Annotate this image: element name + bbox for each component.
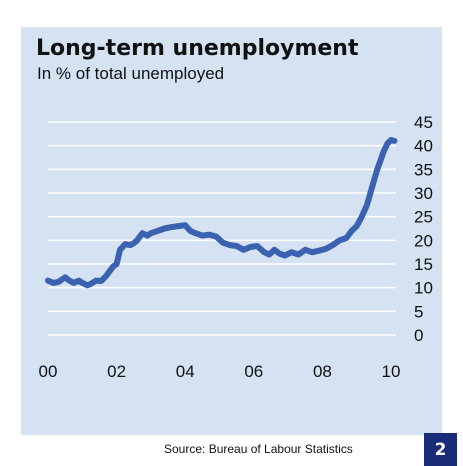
- data-point: [98, 278, 104, 284]
- data-point: [182, 222, 188, 228]
- y-tick-label: 40: [414, 137, 433, 156]
- data-point: [234, 243, 240, 249]
- data-point: [134, 237, 140, 243]
- data-point: [349, 228, 355, 234]
- data-point: [139, 230, 145, 236]
- data-point: [155, 228, 161, 234]
- y-tick-label: 5: [414, 302, 423, 321]
- x-tick-label: 04: [176, 362, 195, 381]
- data-point: [107, 268, 113, 274]
- data-point: [93, 278, 99, 284]
- data-point: [103, 273, 109, 279]
- data-point: [240, 247, 247, 253]
- data-point: [71, 280, 77, 286]
- y-tick-label: 10: [414, 279, 433, 298]
- data-point: [122, 241, 128, 247]
- data-point: [175, 223, 181, 229]
- data-point: [271, 247, 277, 253]
- data-point: [261, 249, 267, 255]
- data-point: [220, 240, 226, 246]
- data-point: [276, 251, 283, 257]
- data-point: [330, 242, 336, 248]
- data-point: [266, 251, 272, 258]
- gridlines: [48, 121, 396, 336]
- data-point: [385, 140, 391, 146]
- data-point: [88, 281, 94, 287]
- x-tick-label: 00: [39, 362, 58, 381]
- data-point: [117, 247, 123, 253]
- data-point: [206, 232, 212, 238]
- source-note: Source: Bureau of Labour Statistics: [164, 442, 353, 456]
- chart-panel: [21, 27, 442, 435]
- data-point: [45, 278, 51, 284]
- data-point: [302, 247, 308, 253]
- data-point: [374, 166, 380, 172]
- y-tick-label: 35: [414, 160, 433, 179]
- y-tick-label: 20: [414, 231, 433, 250]
- data-point: [247, 244, 253, 250]
- data-point: [354, 223, 360, 229]
- page-number-badge: 2: [424, 433, 457, 466]
- data-point: [309, 249, 315, 255]
- data-point: [79, 280, 85, 286]
- data-point: [371, 178, 377, 184]
- data-point: [199, 233, 205, 239]
- data-point: [391, 138, 397, 144]
- y-tick-label: 15: [414, 255, 433, 274]
- data-point: [381, 147, 387, 153]
- data-point: [131, 240, 137, 246]
- data-point: [337, 237, 343, 243]
- x-tick-label: 02: [107, 362, 126, 381]
- data-point: [295, 251, 301, 258]
- chart-title: Long-term unemployment: [36, 36, 359, 61]
- data-point: [55, 279, 61, 285]
- data-point: [213, 233, 219, 240]
- data-point: [282, 252, 288, 259]
- data-point: [162, 225, 168, 232]
- x-axis-ticks: 00 02 04 06 08 10: [39, 362, 401, 381]
- x-tick-label: 06: [244, 362, 263, 381]
- y-tick-label: 30: [414, 184, 433, 203]
- x-tick-label: 08: [313, 362, 332, 381]
- data-point: [227, 242, 233, 248]
- data-point: [367, 190, 373, 196]
- data-point: [148, 230, 154, 236]
- data-point: [364, 202, 370, 208]
- data-point: [378, 157, 384, 163]
- y-tick-label: 25: [414, 208, 433, 227]
- data-point: [316, 248, 322, 254]
- data-point: [323, 246, 329, 252]
- x-tick-label: 10: [382, 362, 401, 381]
- data-point: [343, 235, 349, 241]
- data-point: [114, 261, 120, 267]
- data-point: [359, 214, 365, 220]
- y-tick-label: 45: [414, 113, 433, 132]
- data-point: [288, 249, 295, 255]
- data-point: [66, 277, 72, 283]
- chart-subtitle: In % of total unemployed: [37, 64, 225, 83]
- y-tick-label: 0: [414, 326, 423, 345]
- data-point: [50, 280, 56, 286]
- series-layer: [45, 137, 398, 289]
- data-point: [187, 228, 193, 234]
- data-point: [192, 230, 199, 236]
- data-point: [254, 243, 260, 249]
- data-point: [168, 224, 175, 230]
- y-axis-ticks: 0 5 10 15 20 25 30 35 40 45: [414, 113, 433, 345]
